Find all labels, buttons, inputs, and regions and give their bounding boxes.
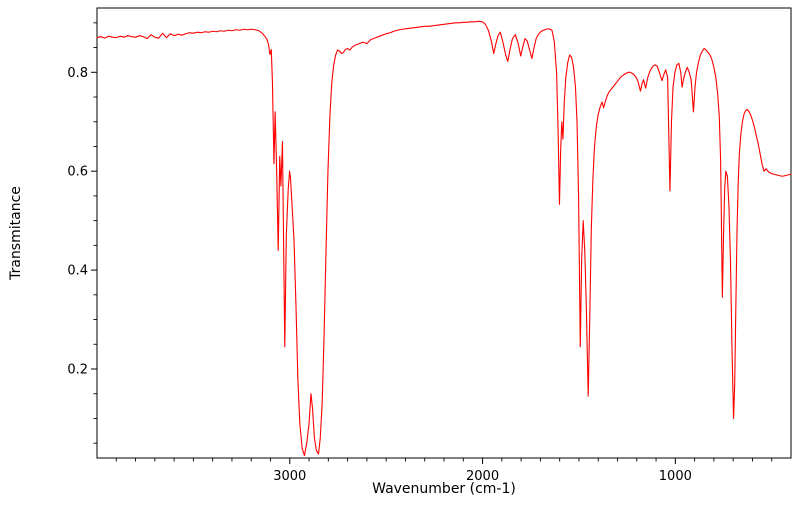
y-tick-label: 0.4 [67,264,88,279]
x-tick-label: 2000 [466,469,499,484]
y-tick-label: 0.2 [67,362,88,377]
x-axis-title: Wavenumber (cm-1) [372,481,516,497]
x-tick-label: 3000 [273,469,306,484]
y-axis-title: Transmitance [8,186,24,280]
x-tick-label: 1000 [659,469,692,484]
spectrum-line [96,20,792,457]
y-tick-label: 0.6 [67,165,88,180]
y-tick-label: 0.8 [67,66,88,81]
plot-frame [96,7,792,459]
